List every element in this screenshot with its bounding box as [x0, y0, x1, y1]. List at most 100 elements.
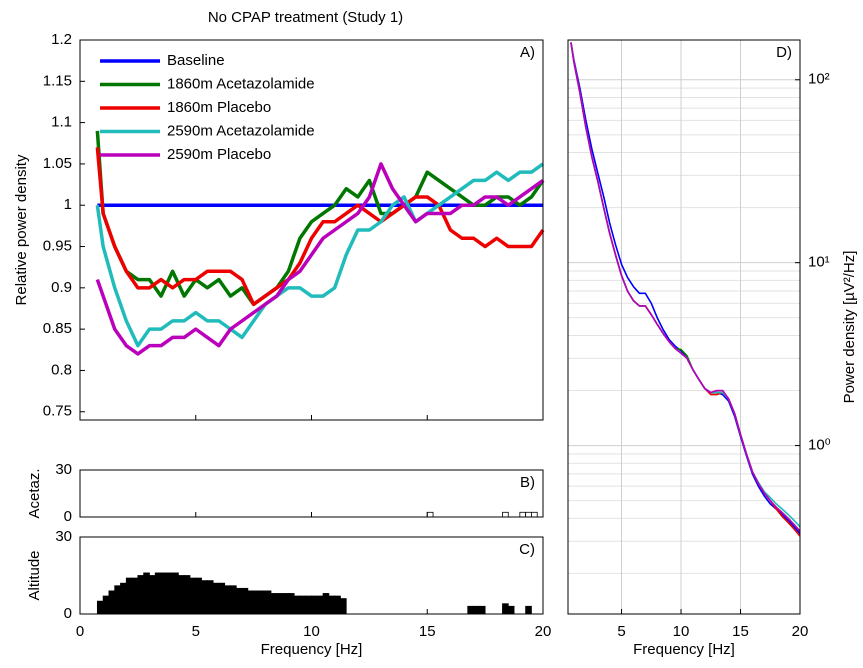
plot-area — [568, 40, 800, 614]
bar — [293, 595, 301, 615]
y-axis-label: Power density [µV²/Hz] — [841, 251, 858, 404]
x-axis-label: Frequency [Hz] — [633, 641, 735, 658]
plot-content — [95, 130, 545, 356]
plot-content — [568, 40, 801, 614]
series-line — [95, 162, 545, 356]
bar — [276, 593, 283, 615]
y-tick-label: 1 — [64, 196, 72, 213]
bar — [96, 600, 104, 615]
bar — [166, 572, 173, 615]
bar — [177, 575, 185, 615]
bar — [137, 575, 145, 615]
axes-frame — [567, 39, 801, 615]
bar — [160, 572, 168, 615]
bar — [195, 577, 202, 615]
x-tick-label: 20 — [792, 623, 809, 640]
bar — [131, 577, 139, 615]
bar — [525, 511, 532, 518]
series-line — [95, 147, 545, 307]
series-line — [95, 162, 545, 348]
bar — [189, 577, 197, 615]
y-tick-label: 0 — [64, 605, 72, 622]
y-tick-label: 1.15 — [43, 72, 72, 89]
legend-label: 2590m Placebo — [167, 146, 271, 163]
bar — [299, 595, 307, 615]
panel-label: D) — [776, 44, 792, 61]
bar — [206, 580, 214, 615]
bar — [305, 595, 312, 615]
bar — [287, 593, 295, 615]
plot-area — [80, 40, 543, 420]
bar — [316, 595, 324, 615]
y-tick-label: 1.1 — [51, 114, 72, 131]
bar — [311, 595, 318, 615]
bar — [334, 595, 341, 615]
series-line — [570, 42, 801, 535]
bar — [143, 572, 150, 615]
bar — [507, 605, 515, 615]
x-tick-label: 15 — [732, 623, 749, 640]
axes-frame — [79, 39, 544, 421]
y-tick-label: 1.2 — [51, 31, 72, 48]
x-tick-label: 15 — [419, 623, 436, 640]
legend-label: Baseline — [167, 52, 225, 69]
bar — [340, 598, 347, 615]
plot-content — [96, 572, 532, 615]
bar — [102, 595, 110, 615]
x-tick-label: 0 — [76, 623, 84, 640]
bar — [247, 590, 255, 615]
bar — [125, 577, 133, 615]
y-tick-label: 0.8 — [51, 361, 72, 378]
y-tick-label: 0 — [64, 508, 72, 525]
bar — [519, 511, 527, 518]
plot-content — [426, 511, 538, 518]
bar — [467, 605, 474, 615]
bar — [230, 585, 237, 615]
legend-label: 1860m Acetazolamide — [167, 75, 315, 92]
x-tick-label: 10 — [673, 623, 690, 640]
y-tick-label: 0.9 — [51, 279, 72, 296]
panel-label: A) — [520, 44, 535, 61]
bar — [149, 575, 156, 615]
y-tick-label: 10¹ — [808, 254, 830, 271]
bar — [108, 590, 116, 615]
x-axis-label: Frequency [Hz] — [261, 641, 363, 658]
panel-label: B) — [520, 474, 535, 491]
x-tick-label: 20 — [535, 623, 552, 640]
y-tick-label: 10⁰ — [808, 437, 831, 454]
y-tick-label: 0.85 — [43, 320, 72, 337]
bar — [253, 590, 260, 615]
bar — [322, 593, 330, 615]
legend-label: 2590m Acetazolamide — [167, 122, 315, 139]
bar — [224, 585, 231, 615]
bar — [172, 572, 179, 615]
legend-label: 1860m Placebo — [167, 99, 271, 116]
bar — [478, 605, 486, 615]
bar — [218, 582, 226, 615]
bar — [114, 585, 121, 615]
bar — [154, 572, 162, 615]
bar — [212, 582, 220, 615]
bar — [259, 590, 266, 615]
y-tick-label: 30 — [55, 528, 72, 545]
bar — [525, 605, 532, 615]
series-line — [570, 42, 801, 532]
bar — [426, 511, 434, 518]
bar — [502, 603, 509, 615]
bar — [235, 587, 243, 615]
y-tick-label: 10² — [808, 71, 830, 88]
bar — [502, 511, 509, 518]
bar — [282, 593, 289, 615]
bar — [473, 605, 480, 615]
chart-title: No CPAP treatment (Study 1) — [208, 9, 403, 26]
y-axis-label: Relative power density — [13, 154, 30, 305]
x-tick-label: 5 — [617, 623, 625, 640]
y-tick-label: 0.75 — [43, 403, 72, 420]
y-tick-label: 30 — [55, 461, 72, 478]
plot-area — [80, 470, 543, 517]
bar — [201, 580, 208, 615]
y-axis-label: Altitude — [26, 550, 43, 600]
y-axis-label: Acetaz. — [26, 468, 43, 518]
